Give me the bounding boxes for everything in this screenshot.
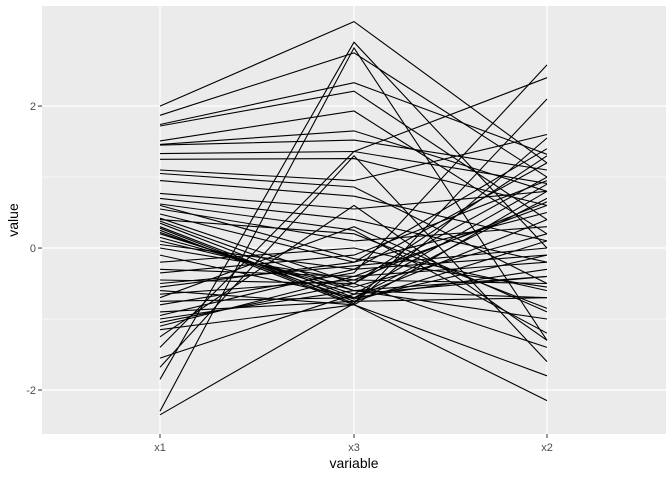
- series-line: [159, 254, 548, 317]
- series-line: [159, 204, 548, 288]
- series-line: [159, 261, 548, 327]
- series-line: [159, 247, 548, 285]
- series-line: [159, 201, 548, 281]
- series-line: [159, 154, 548, 368]
- series-line: [159, 98, 548, 416]
- y-tick-label: 2: [30, 101, 36, 113]
- series-line: [159, 20, 548, 164]
- series-line: [159, 180, 548, 242]
- series-line: [159, 247, 548, 292]
- series-line: [159, 46, 548, 412]
- series-line: [159, 275, 548, 359]
- series-line: [159, 190, 548, 331]
- series-lines: [159, 20, 548, 416]
- axes: -2 0 2 x1 x3 x2: [26, 101, 553, 454]
- series-line: [159, 52, 548, 178]
- series-line: [159, 204, 548, 341]
- series-line: [159, 64, 548, 306]
- x-axis-title: variable: [329, 455, 378, 471]
- y-tick-label: -2: [26, 385, 36, 397]
- series-line: [159, 219, 548, 309]
- x-tick-label: x1: [154, 442, 166, 454]
- y-axis-title: value: [5, 203, 21, 237]
- y-tick-label: 0: [30, 243, 36, 255]
- series-line: [159, 240, 548, 313]
- x-tick-label: x2: [541, 442, 553, 454]
- series-line: [159, 233, 548, 288]
- series-line: [159, 190, 548, 210]
- series-line: [159, 82, 548, 155]
- series-line: [159, 158, 548, 206]
- series-line: [159, 90, 548, 221]
- series-line: [159, 148, 548, 288]
- series-line: [159, 180, 548, 274]
- series-line: [159, 139, 548, 171]
- series-line: [159, 197, 548, 263]
- x-tick-label: x3: [348, 442, 360, 454]
- series-line: [159, 77, 548, 348]
- series-line: [159, 133, 548, 182]
- series-line: [159, 130, 548, 192]
